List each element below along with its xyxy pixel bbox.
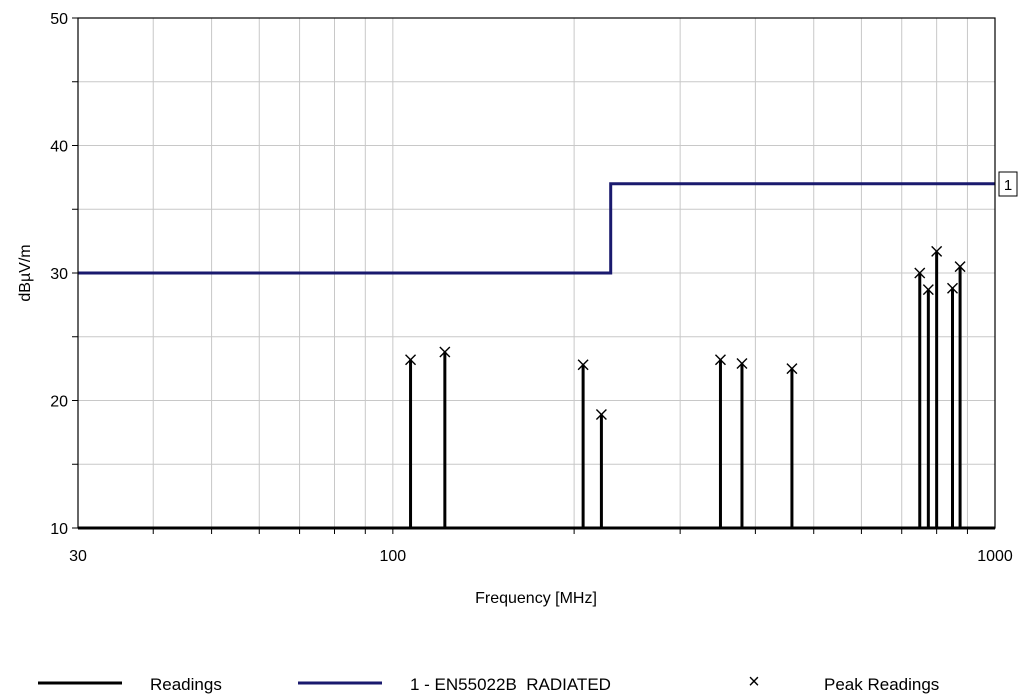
y-tick-label: 50 xyxy=(50,11,68,28)
y-axis-title: dBµV/m xyxy=(17,244,34,301)
legend-label-peak: Peak Readings xyxy=(824,675,939,694)
legend-label-limit: 1 - EN55022B RADIATED xyxy=(410,675,611,694)
y-tick-label: 30 xyxy=(50,266,68,283)
axis-ticks xyxy=(72,17,968,534)
y-tick-label: 10 xyxy=(50,521,68,538)
peak-marker xyxy=(922,284,934,296)
limit-tag: 1 xyxy=(998,171,1018,197)
peak-marker xyxy=(595,409,607,421)
x-tick-label: 100 xyxy=(379,548,406,565)
y-tick-label: 20 xyxy=(50,394,68,411)
limit-tag-box xyxy=(998,171,1018,197)
legend-item-readings: Readings xyxy=(38,675,222,694)
x-axis-title: Frequency [MHz] xyxy=(475,590,597,607)
legend: Readings 1 - EN55022B RADIATED × Peak Re… xyxy=(38,671,939,694)
x-tick-label: 1000 xyxy=(977,548,1013,565)
peak-marker xyxy=(786,363,798,375)
peak-marker xyxy=(439,346,451,358)
peak-marker xyxy=(405,354,417,366)
limit-line-layer xyxy=(78,182,995,275)
legend-item-peak: × Peak Readings xyxy=(748,671,939,694)
legend-swatch-peak-marker: × xyxy=(748,671,760,693)
peak-marker xyxy=(931,245,943,257)
grid xyxy=(78,18,995,528)
y-tick-label: 40 xyxy=(50,139,68,156)
peak-marker xyxy=(736,358,748,370)
peak-marker xyxy=(714,354,726,366)
peak-markers-layer xyxy=(405,245,966,421)
peak-marker xyxy=(914,267,926,279)
peak-marker xyxy=(947,282,958,294)
axis-labels: 10 20 30 40 50 30 100 1000 xyxy=(50,11,1013,565)
peak-marker xyxy=(954,261,966,273)
peak-marker xyxy=(577,359,589,371)
x-tick-label: 30 xyxy=(69,548,87,565)
legend-item-limit: 1 - EN55022B RADIATED xyxy=(298,675,611,694)
limit-tag-label: 1 xyxy=(1004,177,1012,194)
limit-line xyxy=(78,182,995,275)
legend-label-readings: Readings xyxy=(150,675,222,694)
